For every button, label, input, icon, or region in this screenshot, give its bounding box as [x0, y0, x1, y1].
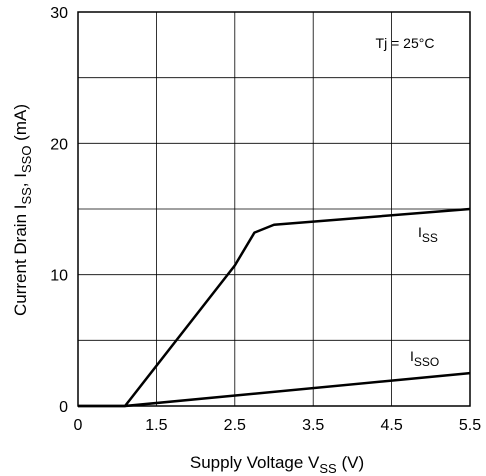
grid-lines: [78, 12, 470, 406]
temperature-annotation: Tj = 25°C: [376, 35, 435, 51]
series-label-iss: ISS: [418, 224, 438, 245]
series-label-isso: ISSO: [410, 348, 439, 369]
y-tick-labels: 0 10 20 30: [50, 5, 68, 416]
series-line-iss: [78, 207, 471, 408]
x-tick-label: 5.5: [459, 417, 481, 434]
x-tick-labels: 0 1.5 2.5 3.5 4.5 5.5: [74, 417, 482, 434]
x-tick-label: 2.5: [224, 417, 246, 434]
x-tick-label: 1.5: [145, 417, 167, 434]
x-tick-label: 3.5: [302, 417, 324, 434]
x-tick-label: 0: [74, 417, 83, 434]
x-axis-label: Supply Voltage VSS (V): [190, 453, 364, 476]
y-tick-label: 0: [59, 399, 68, 416]
y-axis-label: Current Drain ISS, ISSO (mA): [11, 104, 34, 316]
series-line-isso: [78, 371, 471, 408]
series-layer: [78, 207, 471, 408]
y-tick-label: 20: [50, 136, 68, 153]
x-tick-label: 4.5: [380, 417, 402, 434]
y-tick-label: 30: [50, 5, 68, 22]
y-tick-label: 10: [50, 268, 68, 285]
